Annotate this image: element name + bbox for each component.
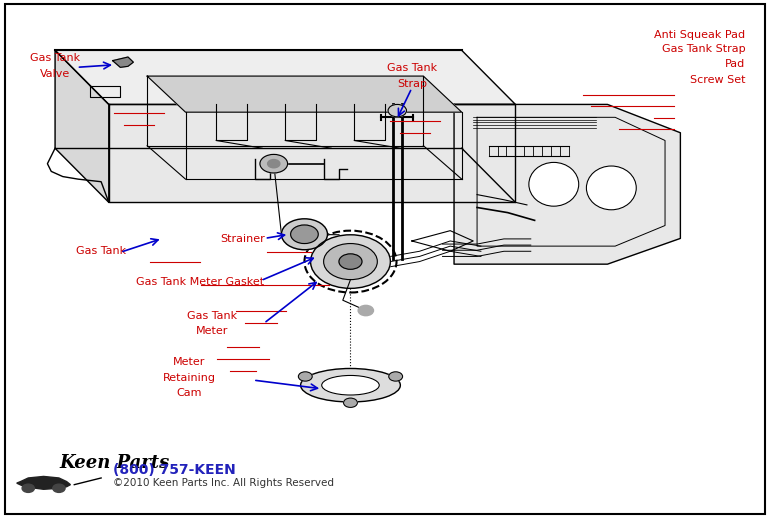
Text: Gas Tank: Gas Tank <box>76 246 126 256</box>
Polygon shape <box>109 105 515 203</box>
Circle shape <box>53 484 65 493</box>
Circle shape <box>22 484 35 493</box>
Text: Cam: Cam <box>176 388 202 398</box>
Polygon shape <box>17 477 70 490</box>
Circle shape <box>281 219 327 250</box>
Text: Meter: Meter <box>173 357 206 367</box>
Circle shape <box>358 306 373 315</box>
Polygon shape <box>55 50 109 203</box>
Circle shape <box>299 372 312 381</box>
Text: Keen Parts: Keen Parts <box>59 454 169 472</box>
Circle shape <box>343 398 357 407</box>
Text: Gas Tank: Gas Tank <box>187 311 237 321</box>
Text: ©2010 Keen Parts Inc. All Rights Reserved: ©2010 Keen Parts Inc. All Rights Reserve… <box>112 478 333 488</box>
Text: Strainer: Strainer <box>220 235 265 244</box>
Circle shape <box>290 225 318 243</box>
Text: Screw Set: Screw Set <box>690 75 745 85</box>
Ellipse shape <box>322 376 380 395</box>
Text: Gas Tank: Gas Tank <box>387 63 437 74</box>
Text: Gas Tank: Gas Tank <box>30 53 80 63</box>
Circle shape <box>268 160 280 168</box>
Text: Gas Tank Meter Gasket: Gas Tank Meter Gasket <box>136 277 264 287</box>
Ellipse shape <box>300 368 400 402</box>
Circle shape <box>389 372 403 381</box>
Text: Valve: Valve <box>40 68 70 79</box>
Polygon shape <box>112 57 133 67</box>
Circle shape <box>388 105 407 117</box>
Circle shape <box>339 254 362 269</box>
Polygon shape <box>454 105 681 264</box>
Polygon shape <box>147 76 462 112</box>
Ellipse shape <box>529 163 579 206</box>
Circle shape <box>323 243 377 280</box>
Text: Pad: Pad <box>725 59 745 69</box>
Circle shape <box>260 154 287 173</box>
Circle shape <box>310 235 390 289</box>
Polygon shape <box>55 50 515 105</box>
Text: Gas Tank Strap: Gas Tank Strap <box>662 44 745 54</box>
Text: Meter: Meter <box>196 326 229 336</box>
Text: (800) 757-KEEN: (800) 757-KEEN <box>112 463 236 477</box>
Text: Anti Squeak Pad: Anti Squeak Pad <box>654 30 745 40</box>
Text: Retaining: Retaining <box>163 372 216 382</box>
Ellipse shape <box>587 166 636 210</box>
Text: Strap: Strap <box>397 79 427 89</box>
